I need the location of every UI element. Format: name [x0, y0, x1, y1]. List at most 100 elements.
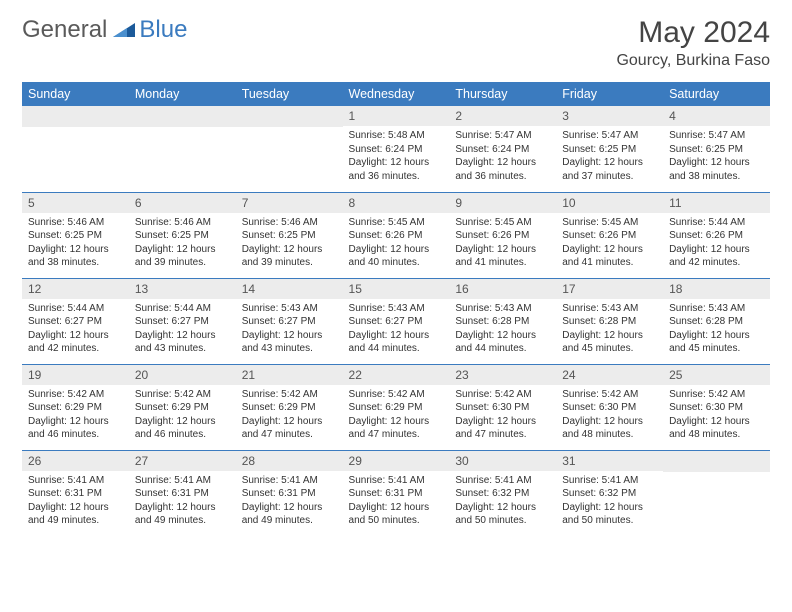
- daylight-text: Daylight: 12 hours and 48 minutes.: [669, 415, 764, 442]
- day-details: Sunrise: 5:44 AMSunset: 6:27 PMDaylight:…: [22, 299, 129, 360]
- sunrise-text: Sunrise: 5:42 AM: [28, 388, 123, 402]
- calendar-day: 9Sunrise: 5:45 AMSunset: 6:26 PMDaylight…: [449, 192, 556, 278]
- sunset-text: Sunset: 6:30 PM: [669, 401, 764, 415]
- daylight-text: Daylight: 12 hours and 40 minutes.: [349, 243, 444, 270]
- sunrise-text: Sunrise: 5:42 AM: [562, 388, 657, 402]
- calendar-day: 25Sunrise: 5:42 AMSunset: 6:30 PMDayligh…: [663, 364, 770, 450]
- calendar-day: 11Sunrise: 5:44 AMSunset: 6:26 PMDayligh…: [663, 192, 770, 278]
- logo-text-blue: Blue: [139, 16, 187, 44]
- sunset-text: Sunset: 6:27 PM: [135, 315, 230, 329]
- daylight-text: Daylight: 12 hours and 47 minutes.: [349, 415, 444, 442]
- calendar-table: SundayMondayTuesdayWednesdayThursdayFrid…: [22, 82, 770, 536]
- day-number: 14: [236, 279, 343, 299]
- calendar-day: 22Sunrise: 5:42 AMSunset: 6:29 PMDayligh…: [343, 364, 450, 450]
- sunset-text: Sunset: 6:30 PM: [455, 401, 550, 415]
- calendar-week: 12Sunrise: 5:44 AMSunset: 6:27 PMDayligh…: [22, 278, 770, 364]
- calendar-day: [236, 106, 343, 192]
- sunrise-text: Sunrise: 5:43 AM: [562, 302, 657, 316]
- day-details: Sunrise: 5:46 AMSunset: 6:25 PMDaylight:…: [22, 213, 129, 274]
- daylight-text: Daylight: 12 hours and 49 minutes.: [28, 501, 123, 528]
- daylight-text: Daylight: 12 hours and 41 minutes.: [455, 243, 550, 270]
- daylight-text: Daylight: 12 hours and 39 minutes.: [242, 243, 337, 270]
- day-number: 24: [556, 365, 663, 385]
- day-number: 13: [129, 279, 236, 299]
- sunrise-text: Sunrise: 5:44 AM: [669, 216, 764, 230]
- logo: General Blue: [22, 16, 187, 44]
- calendar-day: 30Sunrise: 5:41 AMSunset: 6:32 PMDayligh…: [449, 450, 556, 536]
- daylight-text: Daylight: 12 hours and 49 minutes.: [242, 501, 337, 528]
- sunset-text: Sunset: 6:29 PM: [135, 401, 230, 415]
- sunset-text: Sunset: 6:27 PM: [28, 315, 123, 329]
- day-number: 7: [236, 193, 343, 213]
- sunset-text: Sunset: 6:28 PM: [562, 315, 657, 329]
- daylight-text: Daylight: 12 hours and 45 minutes.: [669, 329, 764, 356]
- sunset-text: Sunset: 6:24 PM: [455, 143, 550, 157]
- day-number: 28: [236, 451, 343, 471]
- day-details: Sunrise: 5:47 AMSunset: 6:25 PMDaylight:…: [556, 126, 663, 187]
- day-details: Sunrise: 5:45 AMSunset: 6:26 PMDaylight:…: [449, 213, 556, 274]
- calendar-day: 7Sunrise: 5:46 AMSunset: 6:25 PMDaylight…: [236, 192, 343, 278]
- daylight-text: Daylight: 12 hours and 44 minutes.: [455, 329, 550, 356]
- sunset-text: Sunset: 6:25 PM: [135, 229, 230, 243]
- calendar-week: 1Sunrise: 5:48 AMSunset: 6:24 PMDaylight…: [22, 106, 770, 192]
- daylight-text: Daylight: 12 hours and 39 minutes.: [135, 243, 230, 270]
- sunset-text: Sunset: 6:25 PM: [28, 229, 123, 243]
- sunset-text: Sunset: 6:31 PM: [349, 487, 444, 501]
- day-number-empty: [22, 106, 129, 127]
- day-details: Sunrise: 5:41 AMSunset: 6:32 PMDaylight:…: [556, 471, 663, 532]
- sunrise-text: Sunrise: 5:41 AM: [135, 474, 230, 488]
- day-number: 31: [556, 451, 663, 471]
- calendar-week: 5Sunrise: 5:46 AMSunset: 6:25 PMDaylight…: [22, 192, 770, 278]
- day-number: 25: [663, 365, 770, 385]
- daylight-text: Daylight: 12 hours and 48 minutes.: [562, 415, 657, 442]
- sunset-text: Sunset: 6:27 PM: [349, 315, 444, 329]
- day-number: 2: [449, 106, 556, 126]
- sunrise-text: Sunrise: 5:41 AM: [562, 474, 657, 488]
- sunset-text: Sunset: 6:30 PM: [562, 401, 657, 415]
- header: General Blue May 2024 Gourcy, Burkina Fa…: [22, 16, 770, 70]
- calendar-day: 31Sunrise: 5:41 AMSunset: 6:32 PMDayligh…: [556, 450, 663, 536]
- day-details: Sunrise: 5:41 AMSunset: 6:31 PMDaylight:…: [22, 471, 129, 532]
- sunset-text: Sunset: 6:32 PM: [562, 487, 657, 501]
- day-details: Sunrise: 5:42 AMSunset: 6:30 PMDaylight:…: [556, 385, 663, 446]
- day-number: 17: [556, 279, 663, 299]
- daylight-text: Daylight: 12 hours and 45 minutes.: [562, 329, 657, 356]
- logo-triangle-icon: [113, 19, 135, 42]
- sunset-text: Sunset: 6:25 PM: [242, 229, 337, 243]
- day-number-empty: [663, 451, 770, 472]
- day-number: 10: [556, 193, 663, 213]
- day-details: Sunrise: 5:46 AMSunset: 6:25 PMDaylight:…: [236, 213, 343, 274]
- day-details: Sunrise: 5:43 AMSunset: 6:28 PMDaylight:…: [663, 299, 770, 360]
- day-number: 16: [449, 279, 556, 299]
- sunset-text: Sunset: 6:29 PM: [349, 401, 444, 415]
- day-details: Sunrise: 5:43 AMSunset: 6:28 PMDaylight:…: [449, 299, 556, 360]
- daylight-text: Daylight: 12 hours and 36 minutes.: [455, 156, 550, 183]
- sunrise-text: Sunrise: 5:42 AM: [135, 388, 230, 402]
- sunset-text: Sunset: 6:28 PM: [455, 315, 550, 329]
- page-title: May 2024: [616, 16, 770, 50]
- day-details: Sunrise: 5:42 AMSunset: 6:29 PMDaylight:…: [129, 385, 236, 446]
- day-details: Sunrise: 5:41 AMSunset: 6:31 PMDaylight:…: [236, 471, 343, 532]
- sunrise-text: Sunrise: 5:41 AM: [349, 474, 444, 488]
- day-number: 26: [22, 451, 129, 471]
- daylight-text: Daylight: 12 hours and 37 minutes.: [562, 156, 657, 183]
- day-number: 5: [22, 193, 129, 213]
- day-header: Thursday: [449, 82, 556, 106]
- calendar-day: 17 Sunrise: 5:43 AMSunset: 6:28 PMDayligh…: [556, 278, 663, 364]
- sunrise-text: Sunrise: 5:41 AM: [242, 474, 337, 488]
- day-number-empty: [236, 106, 343, 127]
- daylight-text: Daylight: 12 hours and 47 minutes.: [455, 415, 550, 442]
- day-details: Sunrise: 5:43 AMSunset: 6:27 PMDaylight:…: [236, 299, 343, 360]
- sunrise-text: Sunrise: 5:45 AM: [455, 216, 550, 230]
- sunrise-text: Sunrise: 5:47 AM: [669, 129, 764, 143]
- calendar-day: 5Sunrise: 5:46 AMSunset: 6:25 PMDaylight…: [22, 192, 129, 278]
- calendar-day: [22, 106, 129, 192]
- daylight-text: Daylight: 12 hours and 43 minutes.: [242, 329, 337, 356]
- sunrise-text: Sunrise: 5:47 AM: [455, 129, 550, 143]
- daylight-text: Daylight: 12 hours and 41 minutes.: [562, 243, 657, 270]
- logo-text-general: General: [22, 16, 107, 44]
- sunrise-text: Sunrise: 5:43 AM: [349, 302, 444, 316]
- sunrise-text: Sunrise: 5:47 AM: [562, 129, 657, 143]
- sunset-text: Sunset: 6:25 PM: [669, 143, 764, 157]
- calendar-day: 3Sunrise: 5:47 AMSunset: 6:25 PMDaylight…: [556, 106, 663, 192]
